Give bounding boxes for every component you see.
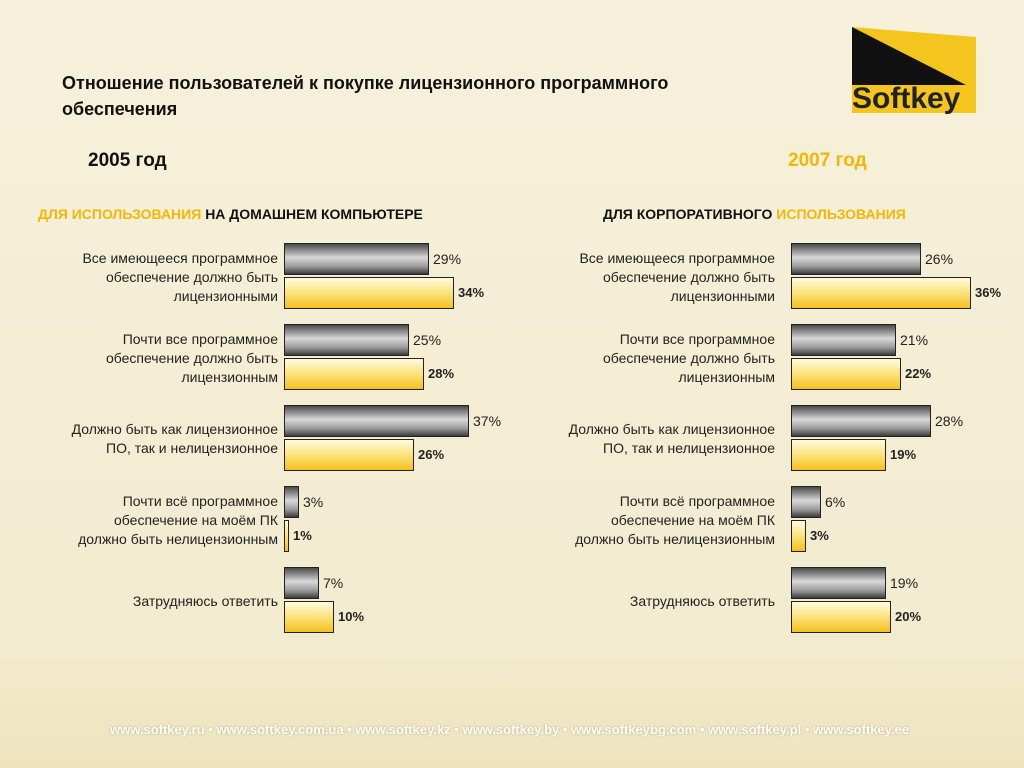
bar [791, 520, 806, 552]
value-label: 28% [935, 413, 964, 429]
value-label: 26% [925, 251, 954, 267]
bar [284, 567, 319, 599]
value-label: 21% [900, 332, 929, 348]
category-label: Затрудняюсь ответить [629, 592, 775, 609]
value-label: 3% [810, 528, 829, 543]
value-label: 25% [413, 332, 442, 348]
value-label: 36% [975, 285, 1002, 300]
bar [284, 439, 414, 471]
chart-title: 2005 год [88, 150, 167, 171]
bar [791, 358, 901, 390]
category-label: Затрудняюсь ответить [132, 592, 278, 609]
bar [284, 520, 289, 552]
subtitle-part: ДЛЯ ИСПОЛЬЗОВАНИЯ [38, 206, 202, 222]
bar [791, 324, 896, 356]
value-label: 10% [338, 609, 365, 624]
bar [284, 405, 469, 437]
category-label: Все имеющееся программное обеспечение до… [82, 249, 278, 304]
value-label: 6% [825, 494, 846, 510]
subtitle-part: НА ДОМАШНЕМ КОМПЬЮТЕРЕ [205, 206, 423, 222]
value-label: 20% [895, 609, 922, 624]
subtitle-part: ДЛЯ КОРПОРАТИВНОГО [603, 206, 773, 222]
chart-subtitle: ДЛЯ ИСПОЛЬЗОВАНИЯ НА ДОМАШНЕМ КОМПЬЮТЕРЕ [38, 206, 423, 222]
category-label: Почти все программное обеспечение должно… [105, 330, 278, 385]
value-label: 28% [428, 366, 455, 381]
value-label: 34% [458, 285, 485, 300]
footer: www.softkey.ru • www.softkey.com.ua • ww… [110, 722, 910, 737]
category-label: Должно быть как лицензионное ПО, так и н… [71, 421, 278, 456]
bar [284, 486, 299, 518]
value-label: 37% [473, 413, 502, 429]
bar [284, 358, 424, 390]
value-label: 26% [418, 447, 445, 462]
bar [284, 277, 454, 309]
chart-title: 2007 год [788, 150, 867, 171]
category-label: Все имеющееся программное обеспечение до… [579, 249, 775, 304]
subtitle-part: ИСПОЛЬЗОВАНИЯ [776, 206, 906, 222]
bar [791, 601, 891, 633]
logo-text: Softkey [852, 82, 961, 115]
category-label: Почти всё программное обеспечение на моё… [78, 492, 278, 547]
category-label: Должно быть как лицензионное ПО, так и н… [568, 421, 775, 456]
value-label: 3% [303, 494, 324, 510]
value-label: 19% [890, 447, 917, 462]
bar [791, 486, 821, 518]
chart-subtitle: ДЛЯ КОРПОРАТИВНОГО ИСПОЛЬЗОВАНИЯ [603, 206, 906, 222]
bar [284, 324, 409, 356]
bar [284, 601, 334, 633]
value-label: 29% [433, 251, 462, 267]
bar [791, 243, 921, 275]
bar [791, 277, 971, 309]
bar [791, 567, 886, 599]
bar [284, 243, 429, 275]
logo: Softkey [852, 27, 976, 115]
value-label: 1% [293, 528, 312, 543]
category-label: Почти все программное обеспечение должно… [602, 330, 775, 385]
value-label: 7% [323, 575, 344, 591]
bar [791, 439, 886, 471]
value-label: 22% [905, 366, 932, 381]
bar [791, 405, 931, 437]
slide-title: Отношение пользователей к покупке лиценз… [62, 73, 669, 119]
category-label: Почти всё программное обеспечение на моё… [575, 492, 775, 547]
value-label: 19% [890, 575, 919, 591]
